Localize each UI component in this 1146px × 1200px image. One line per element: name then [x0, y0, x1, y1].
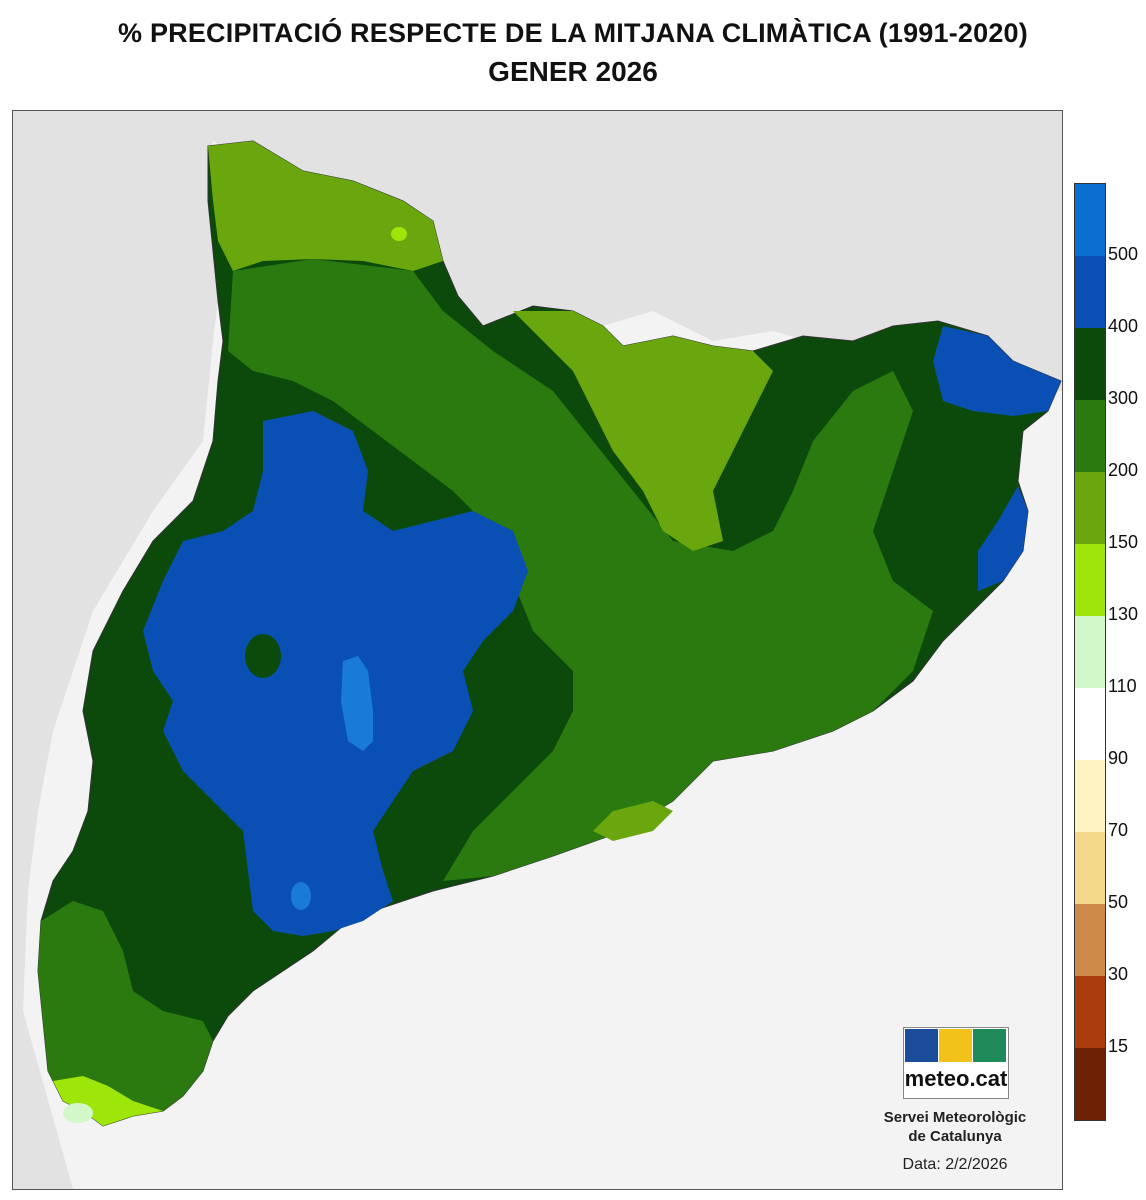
legend-tick-label: 70: [1108, 820, 1129, 840]
legend-swatch: [1075, 328, 1105, 400]
region-130-150-north: [391, 227, 407, 241]
legend-swatch: [1075, 616, 1105, 688]
legend-swatch: [1075, 184, 1105, 256]
region-150-200-northeast: [513, 311, 773, 551]
legend-tick-label: 90: [1108, 748, 1129, 768]
organization-line1: Servei Meteorològic: [883, 1109, 1027, 1126]
legend-swatch: [1075, 400, 1105, 472]
legend-tick-label: 30: [1108, 964, 1129, 984]
legend-swatch: [1075, 904, 1105, 976]
region-150-200-south: [38, 901, 213, 1126]
legend-swatch: [1075, 760, 1105, 832]
legend-tick-label: 400: [1108, 316, 1139, 336]
legend-tick-label: 150: [1108, 532, 1139, 552]
precipitation-map: [13, 111, 1062, 1189]
region-150-200-coast: [593, 801, 673, 841]
region-130-150-south: [53, 1076, 163, 1126]
region-110-130-south: [63, 1103, 93, 1123]
region-400-500-east-coast: [978, 486, 1028, 591]
legend-swatch: [1075, 832, 1105, 904]
legend-swatch: [1075, 976, 1105, 1048]
logo-cloud-icon: [973, 1029, 1006, 1062]
map-panel: [12, 110, 1063, 1190]
legend-tick-label: 300: [1108, 388, 1139, 408]
organization-line2: de Catalunya: [908, 1128, 1002, 1145]
legend-swatch: [1075, 1048, 1105, 1120]
logo-bars-icon: [905, 1029, 938, 1062]
legend-tick-label: 110: [1108, 676, 1137, 696]
meteocat-logo: meteo.cat: [903, 1027, 1009, 1099]
color-legend: [1074, 183, 1106, 1121]
organization-name: Servei Meteorològic de Catalunya: [870, 1108, 1040, 1146]
date-label: Data: 2/2/2026: [902, 1156, 1008, 1173]
legend-swatch: [1075, 688, 1105, 760]
map-title: % PRECIPITACIÓ RESPECTE DE LA MITJANA CL…: [118, 18, 1028, 48]
legend-tick-label: 130: [1108, 604, 1139, 624]
region-300-400-west: [245, 634, 281, 678]
legend-swatch: [1075, 472, 1105, 544]
legend-tick-label: 15: [1108, 1036, 1129, 1056]
region-150-200-north: [208, 141, 443, 271]
region-400-500-center: [143, 411, 528, 936]
logo-text: meteo.cat: [904, 1066, 1008, 1091]
surrounding-land: [13, 111, 1062, 1189]
logo-sun-icon: [939, 1029, 972, 1062]
legend-swatch: [1075, 544, 1105, 616]
region-200-300-band: [228, 259, 933, 881]
legend-tick-label: 50: [1108, 892, 1129, 912]
legend-tick-label: 200: [1108, 460, 1139, 480]
legend-tick-label: 500: [1108, 244, 1139, 264]
map-subtitle: GENER 2026: [488, 56, 658, 87]
region-over-500-south: [291, 882, 311, 910]
catalonia-region: [37, 140, 1062, 1127]
region-400-500-northeast: [933, 326, 1061, 416]
region-over-500-center: [341, 656, 373, 751]
legend-swatch: [1075, 256, 1105, 328]
